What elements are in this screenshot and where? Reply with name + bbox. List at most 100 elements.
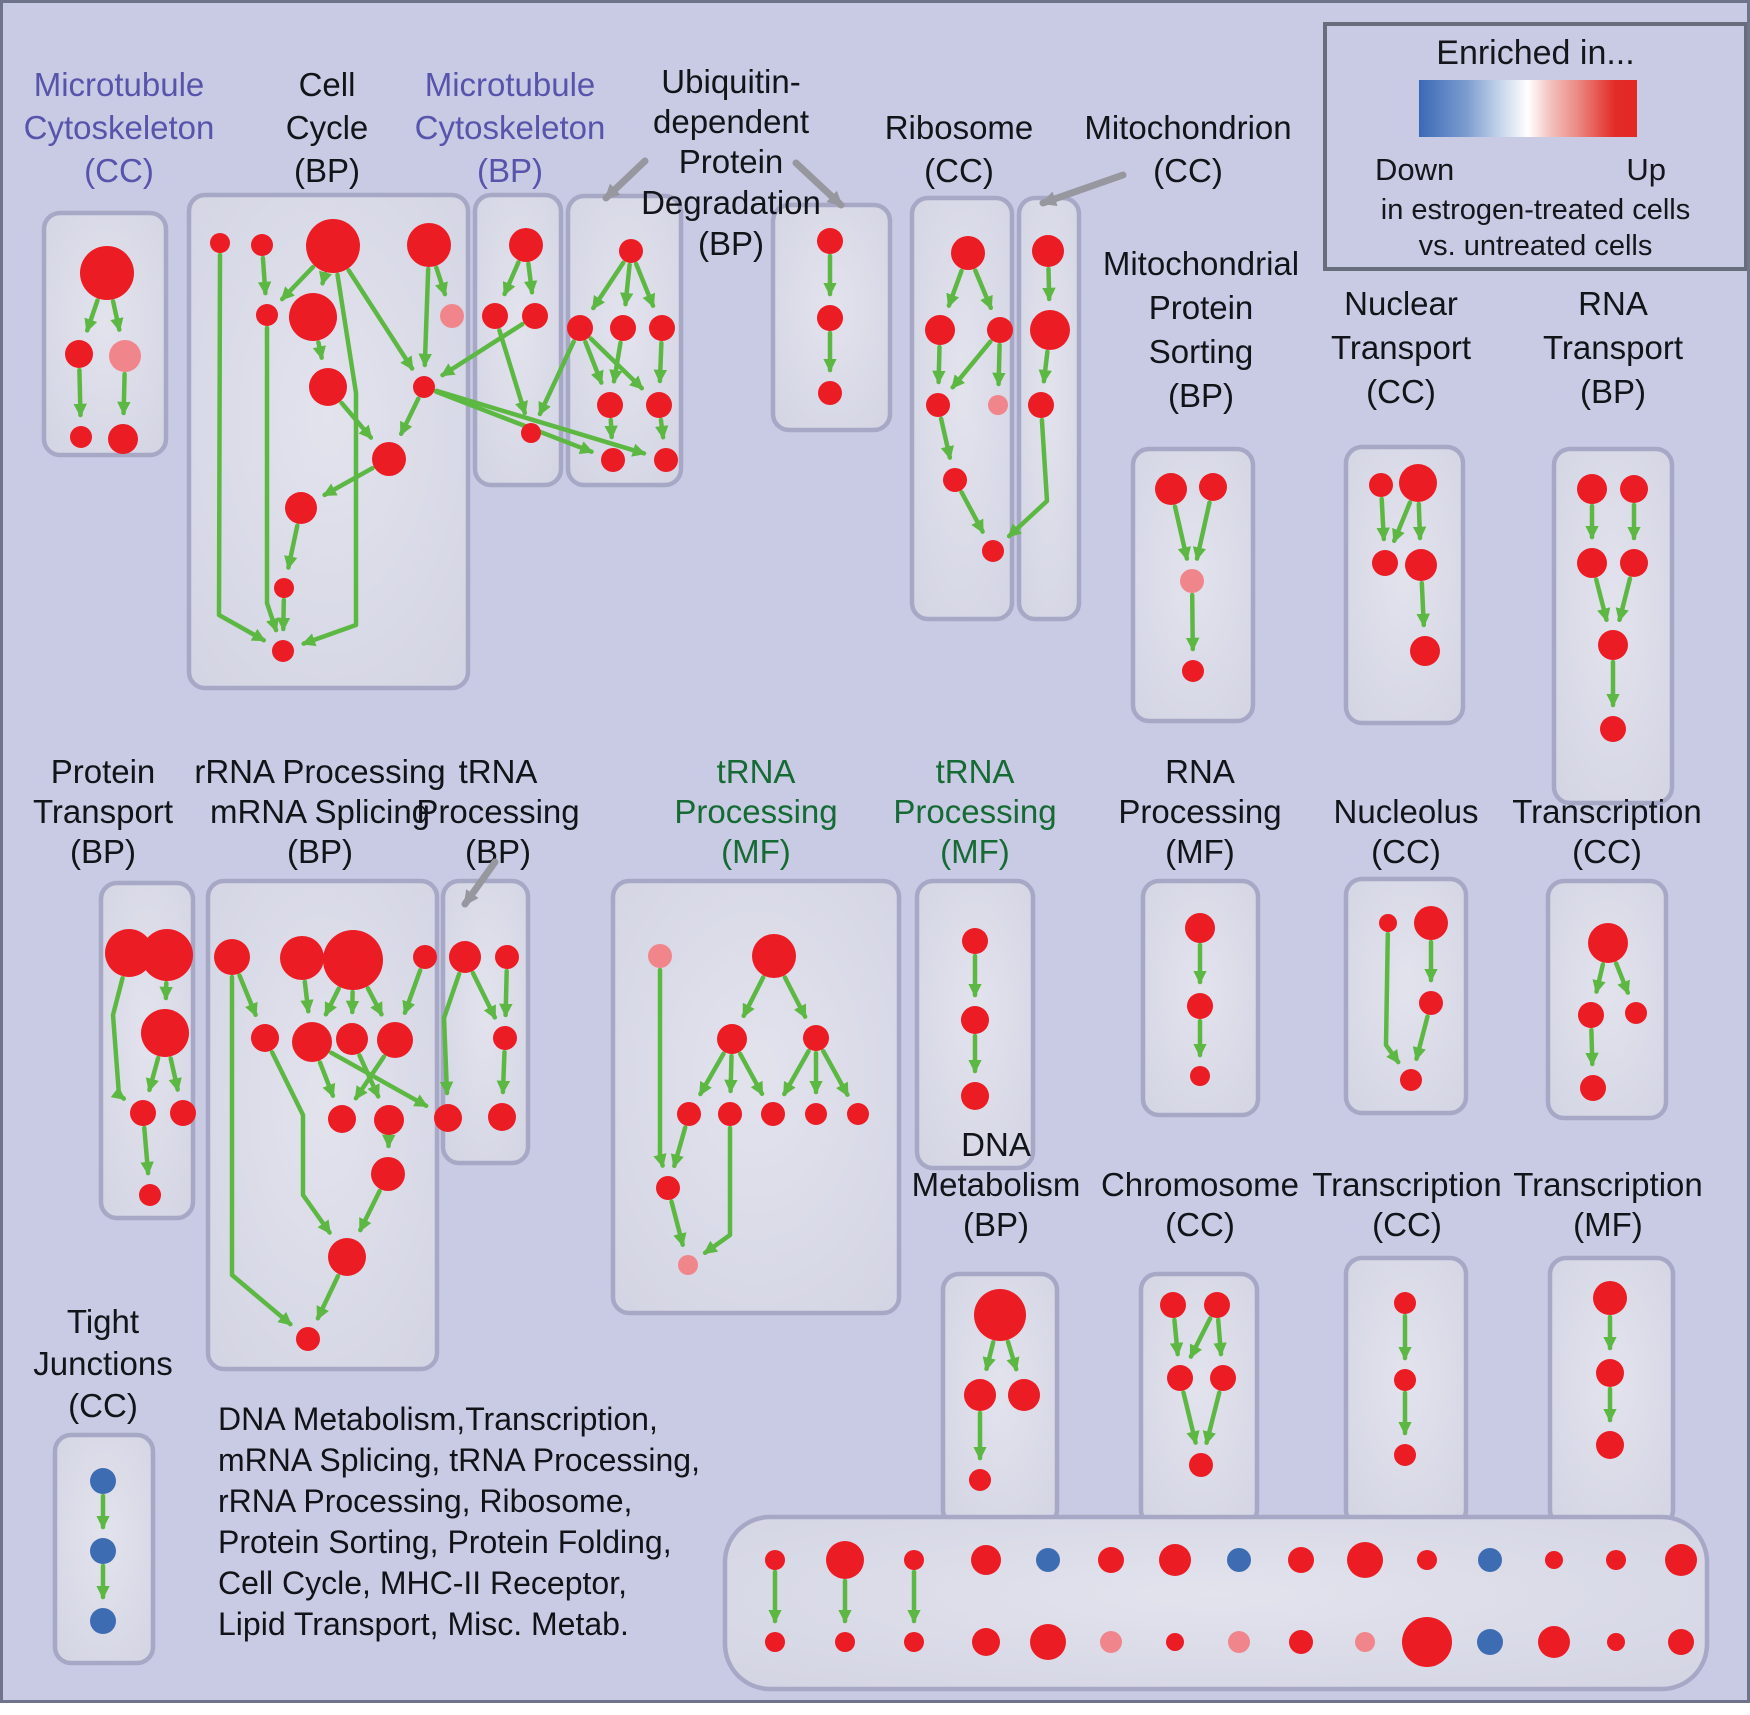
cluster-label-nuclear-transport: (CC) xyxy=(1366,373,1436,410)
go-term-node xyxy=(141,1009,189,1057)
go-term-node xyxy=(274,578,294,598)
edge-arrow xyxy=(322,465,375,498)
cluster-label-transcription-mf: Transcription xyxy=(1513,1166,1703,1203)
go-term-node xyxy=(1578,1002,1604,1028)
go-term-node xyxy=(1166,1633,1184,1651)
go-term-node xyxy=(761,1102,785,1126)
go-term-node xyxy=(493,1026,517,1050)
edge-arrow xyxy=(434,265,448,297)
edge-arrow xyxy=(992,342,1006,387)
go-term-node xyxy=(678,1255,698,1275)
edge-arrow xyxy=(301,272,359,647)
go-term-node xyxy=(210,233,230,253)
edge-arrow xyxy=(284,523,300,570)
edge-arrow xyxy=(591,260,626,311)
go-term-node xyxy=(677,1102,701,1126)
edge-arrow xyxy=(497,328,528,416)
edge-arrow xyxy=(653,967,667,1168)
go-term-node xyxy=(1008,1379,1040,1411)
cluster-label-ribosome: Ribosome xyxy=(885,109,1034,146)
edge-arrow xyxy=(619,262,634,307)
edge-arrow xyxy=(633,261,656,308)
edge-arrow xyxy=(73,367,87,418)
edge-arrow xyxy=(499,968,513,1018)
edge-arrow xyxy=(1613,961,1631,995)
edge-arrow xyxy=(946,268,964,308)
go-term-node xyxy=(1668,1629,1694,1655)
go-term-node xyxy=(1577,548,1607,578)
cluster-label-ubiquitin: Degradation xyxy=(641,184,821,221)
go-term-node xyxy=(80,246,134,300)
go-term-node xyxy=(413,376,435,398)
go-term-node xyxy=(982,540,1004,562)
cluster-label-mito-sorting: Sorting xyxy=(1149,333,1254,370)
cluster-label-rrna-processing: (BP) xyxy=(287,833,353,870)
edge-arrow xyxy=(938,416,955,460)
edge-arrow xyxy=(300,979,314,1014)
cluster-label-tight-junctions: Tight xyxy=(67,1303,139,1340)
cluster-label-transcription-cc-bot: (CC) xyxy=(1372,1206,1442,1243)
edge-arrow xyxy=(741,975,766,1019)
go-term-node xyxy=(1159,1544,1191,1576)
go-term-node xyxy=(765,1632,785,1652)
edge-arrow xyxy=(312,340,326,360)
cluster-label-microtubule-cc: (CC) xyxy=(84,152,154,189)
go-term-node xyxy=(597,392,623,418)
cluster-label-transcription-cc-mid: (CC) xyxy=(1572,833,1642,870)
go-term-node xyxy=(1545,1551,1563,1569)
go-term-node xyxy=(1180,569,1204,593)
label-pointer-arrow xyxy=(461,858,499,908)
edge-arrow xyxy=(782,975,808,1019)
legend-up-label: Up xyxy=(1626,152,1666,187)
go-term-node xyxy=(654,448,678,472)
edge-arrow xyxy=(1416,580,1431,628)
edge-arrow xyxy=(982,1339,996,1372)
cluster-label-cell-cycle: Cell xyxy=(299,66,356,103)
go-term-node xyxy=(285,492,317,524)
edge-arrow xyxy=(654,417,669,440)
pointer-arrows xyxy=(461,157,1127,908)
cluster-labels: Microtubule Cytoskeleton (CC) Cell Cycle (BP)… xyxy=(24,63,1703,1424)
footnote-line: rRNA Processing, Ribosome, xyxy=(218,1483,633,1519)
cluster-label-rna-processing: RNA xyxy=(1165,753,1235,790)
legend-subtitle-line1: in estrogen-treated cells xyxy=(1380,194,1691,226)
go-term-node xyxy=(752,934,796,978)
go-term-node xyxy=(413,945,437,969)
edge-arrow xyxy=(323,986,341,1017)
cluster-label-tight-junctions: Junctions xyxy=(33,1345,172,1382)
go-term-node xyxy=(1210,1365,1236,1391)
edges xyxy=(73,252,1641,1624)
edge-arrow xyxy=(653,340,668,384)
go-term-node xyxy=(1394,1444,1416,1466)
cluster-label-protein-transport: Transport xyxy=(33,793,173,830)
go-term-node xyxy=(1399,464,1437,502)
edge-arrow xyxy=(1172,504,1191,561)
cluster-label-trna-mf1: tRNA xyxy=(717,753,796,790)
go-term-node xyxy=(407,223,451,267)
edge-arrow xyxy=(724,1053,738,1094)
go-term-node xyxy=(1414,906,1448,940)
edge-arrow xyxy=(110,975,127,1101)
go-term-node xyxy=(961,1082,989,1110)
go-term-node xyxy=(449,941,481,973)
go-term-node xyxy=(440,304,464,328)
cluster-label-ubiquitin: (BP) xyxy=(698,225,764,262)
edge-arrow xyxy=(269,1050,332,1235)
go-term-node xyxy=(648,944,672,968)
edge-arrow xyxy=(140,1125,154,1176)
go-term-node xyxy=(522,303,548,329)
go-term-node xyxy=(1596,1431,1624,1459)
go-term-node xyxy=(108,424,138,454)
go-term-node xyxy=(1032,235,1064,267)
cluster-label-trna-mf1: Processing xyxy=(674,793,837,830)
go-term-node xyxy=(718,1102,742,1126)
cluster-label-rna-transport: (BP) xyxy=(1580,373,1646,410)
footnote-line: DNA Metabolism,Transcription, xyxy=(218,1401,658,1437)
edge-arrow xyxy=(1181,1390,1200,1445)
edge-arrow xyxy=(1192,500,1212,561)
cluster-label-tight-junctions: (CC) xyxy=(68,1387,138,1424)
go-term-node xyxy=(1182,660,1204,682)
cluster-label-nucleolus: (CC) xyxy=(1371,833,1441,870)
cluster-label-microtubule-cc: Cytoskeleton xyxy=(24,109,215,146)
go-term-node xyxy=(306,219,360,273)
